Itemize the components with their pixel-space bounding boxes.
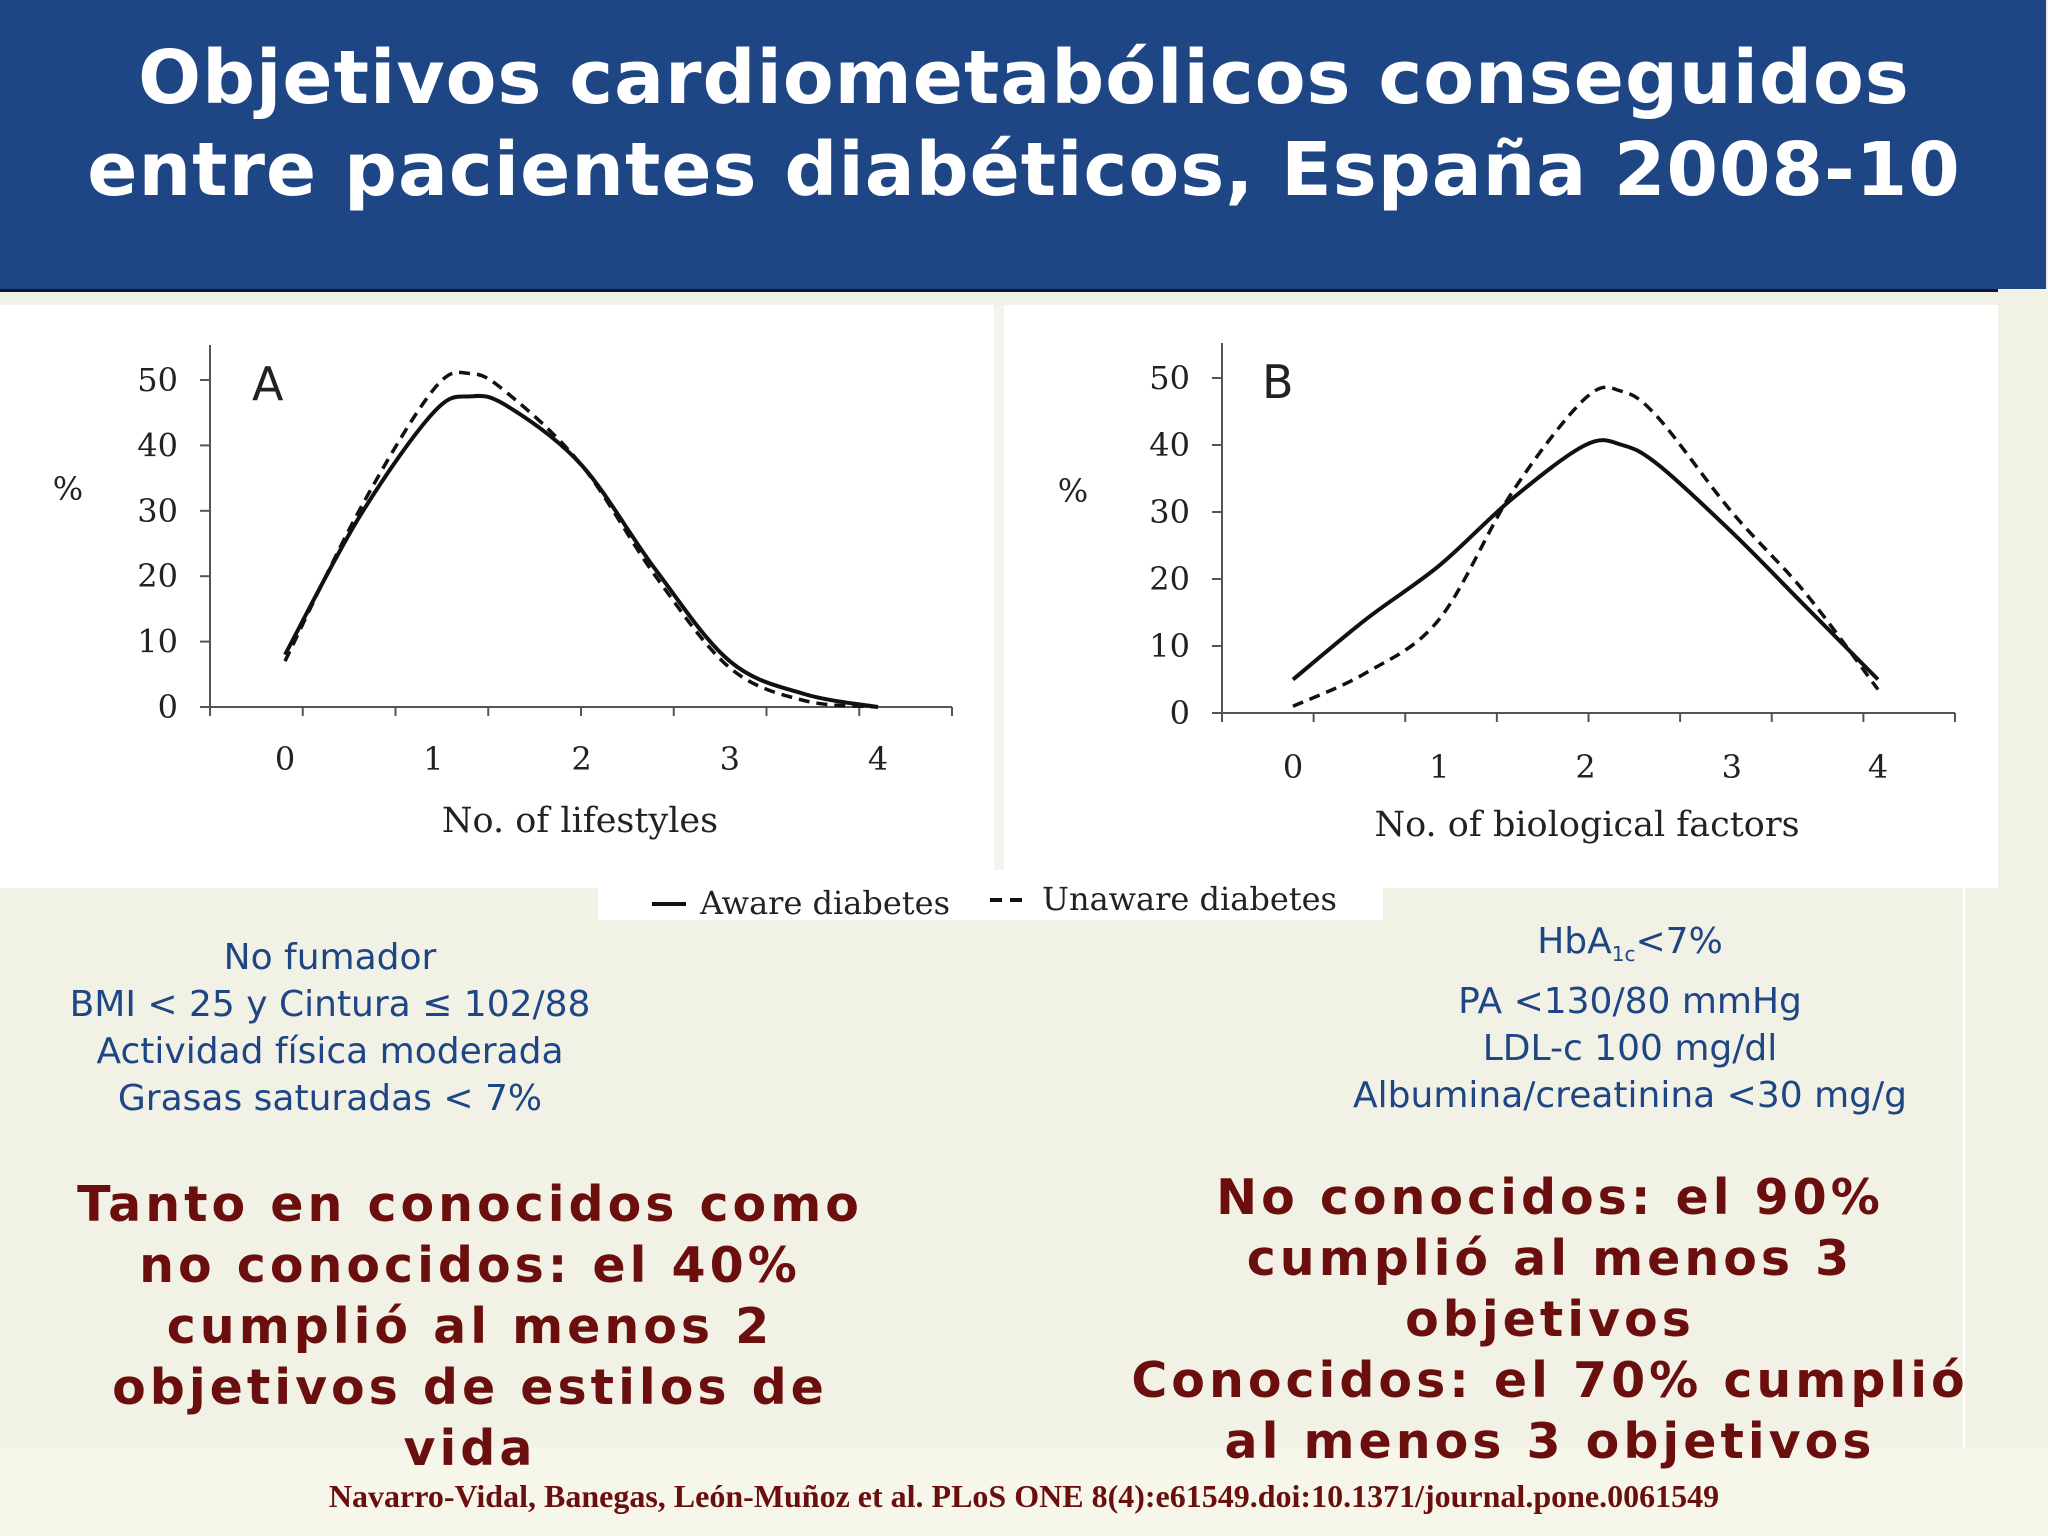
panel-letter: A: [252, 357, 284, 411]
legend-label-aware: Aware diabetes: [699, 884, 950, 922]
y-tick-label: 30: [1149, 493, 1190, 531]
lifestyle-conclusion-line-5: vida: [403, 1420, 537, 1477]
slide-title-line-1: Objetivos cardiometabólicos conseguidos: [138, 35, 1910, 121]
chart-panel-b: 0 10 20 30 40 50 0 1 2 3 4% No. of biological facto…: [1058, 343, 1956, 845]
biological-criterion-4: Albumina/creatinina <30 mg/g: [1353, 1075, 1907, 1117]
lifestyle-criterion-4: Grasas saturadas < 7%: [117, 1078, 543, 1119]
lifestyle-conclusion-line-3: cumplió al menos 2: [166, 1298, 774, 1355]
slide-title: Objetivos cardiometabólicos conseguidos …: [0, 32, 2048, 216]
y-tick-label: 20: [1149, 560, 1190, 598]
slide-title-line-2: entre pacientes diabéticos, España 2008-…: [87, 127, 1961, 213]
x-tick-label: 3: [720, 740, 740, 778]
x-tick-label: 3: [1722, 748, 1742, 786]
title-banner: [0, 0, 2046, 292]
y-axis-title: %: [53, 470, 83, 508]
chart-panel-a: 0 10 20 30 40 50 0 1 2 3 4% No. of lifestyles A: [53, 345, 953, 841]
x-tick-label: 0: [1283, 748, 1303, 786]
lifestyle-criterion-1: No fumador: [223, 937, 437, 978]
y-tick-label: 50: [137, 361, 178, 399]
lifestyle-conclusion-line-1: Tanto en conocidos como: [77, 1176, 863, 1233]
y-tick-label: 10: [1149, 627, 1190, 665]
x-tick-label: 1: [423, 740, 443, 778]
biological-conclusion-line-1: No conocidos: el 90%: [1216, 1169, 1884, 1226]
y-tick-label: 50: [1149, 359, 1190, 397]
legend-label-unaware: Unaware diabetes: [1042, 880, 1337, 918]
series-line-unaware: [1292, 385, 1880, 708]
footer-band: [0, 1448, 2048, 1536]
lifestyle-criteria: No fumador BMI < 25 y Cintura ≤ 102/88 A…: [40, 934, 620, 1122]
biological-conclusion: No conocidos: el 90% cumplió al menos 3 …: [1070, 1167, 2030, 1472]
y-axis-title: %: [1058, 472, 1088, 510]
biological-criteria: HbA1c<7% PA <130/80 mmHg LDL-c 100 mg/dl…: [1290, 918, 1970, 1119]
x-tick-label: 2: [571, 740, 591, 778]
chart-panel-divider: [994, 305, 1004, 870]
series-line-unaware: [283, 370, 879, 709]
biological-criterion-2: PA <130/80 mmHg: [1458, 981, 1802, 1023]
biological-conclusion-line-5: al menos 3 objetivos: [1224, 1413, 1876, 1470]
y-tick-label: 40: [1149, 426, 1190, 464]
lifestyle-criterion-2: BMI < 25 y Cintura ≤ 102/88: [69, 984, 591, 1025]
lifestyle-conclusion-line-2: no conocidos: el 40%: [139, 1237, 801, 1294]
biological-criterion-3: LDL-c 100 mg/dl: [1482, 1028, 1778, 1070]
biological-conclusion-line-2: cumplió al menos 3: [1246, 1230, 1854, 1287]
chart-legend: Aware diabetes Unaware diabetes: [652, 880, 1337, 922]
panel-letter: B: [1262, 355, 1294, 409]
x-tick-label: 2: [1575, 748, 1595, 786]
biological-conclusion-line-4: Conocidos: el 70% cumplió: [1131, 1352, 1969, 1409]
x-axis-title: No. of biological factors: [1374, 805, 1799, 845]
y-tick-label: 0: [1170, 694, 1190, 732]
y-tick-label: 10: [137, 623, 178, 661]
series-line-aware: [283, 393, 879, 709]
decorative-vertical-line: [1963, 888, 1965, 1448]
right-side-band: [1998, 289, 2048, 1449]
y-tick-label: 20: [137, 557, 178, 595]
x-tick-label: 4: [868, 740, 888, 778]
series-line-aware: [1291, 438, 1880, 682]
lifestyle-conclusion: Tanto en conocidos como no conocidos: el…: [20, 1174, 920, 1479]
y-tick-label: 40: [137, 426, 178, 464]
y-tick-label: 30: [137, 492, 178, 530]
citation: Navarro-Vidal, Banegas, León-Muñoz et al…: [328, 1478, 1720, 1514]
x-tick-label: 1: [1429, 748, 1449, 786]
x-tick-label: 4: [1868, 748, 1888, 786]
lifestyle-criterion-3: Actividad física moderada: [96, 1031, 564, 1072]
lifestyle-conclusion-line-4: objetivos de estilos de: [112, 1359, 828, 1416]
biological-criterion-1: HbA1c<7%: [1537, 921, 1723, 967]
x-tick-label: 0: [275, 740, 295, 778]
x-axis-title: No. of lifestyles: [442, 801, 718, 841]
biological-conclusion-line-3: objetivos: [1405, 1291, 1695, 1348]
y-tick-label: 0: [158, 688, 178, 726]
